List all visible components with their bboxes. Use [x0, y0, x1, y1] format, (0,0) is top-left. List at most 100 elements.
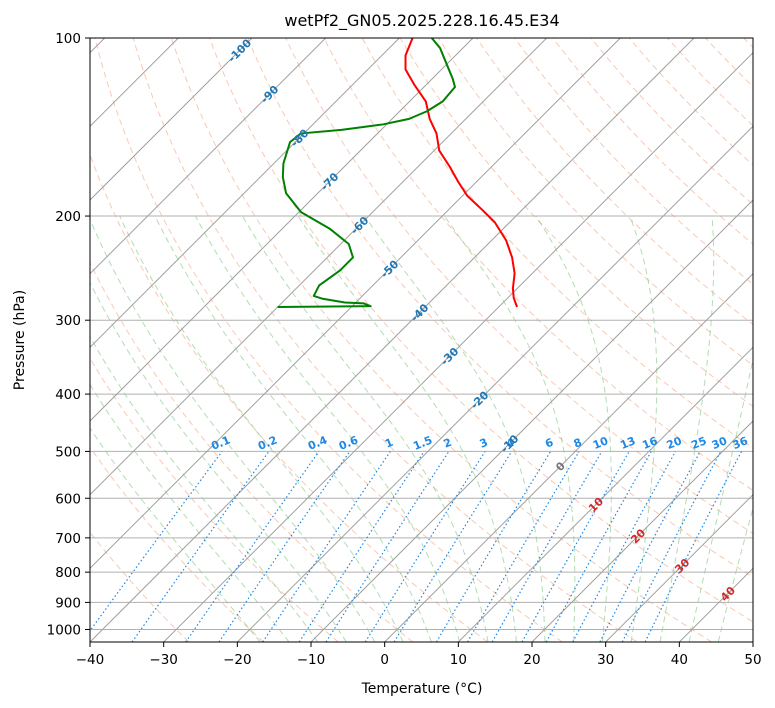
x-tick-label: 20	[523, 652, 540, 668]
moist-adiabat-line	[154, 215, 432, 642]
isotherm-line	[310, 199, 753, 642]
mixing-ratio-label: 0.1	[209, 433, 232, 452]
mixing-ratio-lines	[90, 451, 743, 642]
mixing-ratio-line	[621, 451, 722, 642]
moist-adiabat-line	[535, 215, 612, 642]
mixing-ratio-label: 6	[543, 436, 555, 451]
moist-adiabat-line	[90, 335, 319, 642]
isotherm-line	[90, 38, 548, 496]
isotherm-line	[531, 420, 753, 642]
dry-adiabat-line	[94, 38, 563, 642]
x-tick-label: −20	[223, 652, 252, 668]
x-tick-label: 0	[380, 652, 389, 668]
mixing-ratio-line	[218, 451, 351, 642]
moist-adiabat-line	[364, 215, 546, 642]
dewpoint-trace	[277, 38, 456, 309]
temperature-trace	[404, 38, 518, 308]
dry-adiabat-line	[209, 38, 753, 623]
mixing-ratio-label: 0.4	[306, 433, 329, 452]
mixing-ratio-line	[298, 451, 425, 642]
dry-adiabat-line	[90, 153, 488, 642]
dry-adiabat-line	[590, 38, 753, 206]
y-tick-label: 500	[55, 444, 81, 460]
mixing-ratio-label: 1.5	[411, 433, 434, 452]
y-tick-label: 700	[55, 531, 81, 547]
mixing-ratio-label: 36	[731, 434, 750, 452]
moist-adiabat-line	[90, 218, 376, 642]
y-tick-label: 800	[55, 565, 81, 581]
y-tick-label: 900	[55, 595, 81, 611]
mixing-ratio-line	[90, 451, 223, 632]
isobar-grid	[90, 38, 753, 630]
dry-adiabat-line	[667, 38, 753, 127]
y-tick-label: 600	[55, 491, 81, 507]
mixing-ratio-label: 25	[689, 434, 708, 452]
dry-adiabat-line	[323, 38, 753, 492]
x-tick-label: 50	[744, 652, 761, 668]
moist-adiabats	[90, 215, 753, 642]
mixing-ratio-label: 8	[572, 436, 584, 451]
plot-frame	[89, 37, 754, 643]
dry-adiabat-line	[90, 446, 264, 642]
dry-adiabat-line	[90, 357, 339, 642]
dry-adiabat-line	[628, 38, 753, 166]
dry-adiabat-line	[90, 261, 414, 642]
y-tick-label: 200	[55, 209, 81, 225]
isotherm-line	[90, 38, 695, 642]
moist-adiabat-line	[629, 215, 658, 642]
mixing-ratio-line	[131, 451, 270, 642]
moist-adiabat-line	[241, 215, 489, 642]
sounding-traces	[277, 38, 518, 309]
mixing-ratio-label: 30	[710, 434, 729, 452]
isotherm-line	[605, 493, 753, 642]
moist-adiabat-line	[90, 427, 261, 642]
isotherm-line	[457, 346, 753, 642]
x-axis-ticks: −40 −30 −20 −10 0 10 20 30 40 50	[76, 642, 762, 668]
y-tick-label: 300	[55, 313, 81, 329]
x-tick-label: 40	[671, 652, 688, 668]
mixing-ratio-line	[364, 451, 486, 642]
isotherm-line	[384, 272, 753, 642]
y-tick-label: 400	[55, 387, 81, 403]
dry-adiabat-line	[170, 38, 712, 642]
y-axis-label: Pressure (hPa)	[12, 290, 28, 390]
mixing-ratio-line	[545, 451, 652, 642]
dry-adiabat-line	[132, 38, 638, 642]
moist-adiabat-line	[688, 357, 753, 642]
mixing-ratio-line	[393, 451, 513, 642]
isotherm-line	[90, 38, 253, 201]
dry-adiabat-line	[399, 38, 753, 408]
isotherm-line	[90, 38, 400, 349]
x-tick-label: 10	[450, 652, 467, 668]
mixing-ratio-line	[262, 451, 391, 642]
isotherm-line	[90, 38, 621, 570]
dry-adiabat-line	[514, 38, 753, 285]
mixing-ratio-label: 0.2	[256, 433, 279, 452]
plot-area: 0.1 0.2 0.4 0.6 1 1.5 2 3 4 6 8 10 13 16 20 25 30 36-100-…	[90, 36, 753, 642]
moist-adiabat-line	[194, 215, 461, 642]
dry-adiabat-line	[247, 38, 753, 578]
mixing-ratio-line	[644, 451, 743, 642]
x-tick-label: −40	[76, 652, 105, 668]
mixing-ratio-label: 1	[383, 436, 395, 451]
isotherm-label: -80	[288, 126, 311, 149]
mixing-ratio-line	[599, 451, 701, 642]
moist-adiabat-line	[90, 281, 347, 642]
mixing-ratio-label: 3	[478, 436, 490, 451]
mixing-ratio-line	[185, 451, 320, 642]
moist-adiabat-line	[119, 215, 404, 642]
chart-title: wetPf2_GN05.2025.228.16.45.E34	[284, 11, 559, 31]
isotherm-line	[90, 38, 474, 422]
isotherm-line	[678, 567, 753, 642]
isotherms	[90, 38, 753, 642]
mixing-ratio-label: 0.6	[337, 433, 360, 452]
mixing-ratio-label: 16	[640, 434, 659, 452]
y-tick-label: 1000	[47, 622, 81, 638]
y-tick-label: 100	[55, 31, 81, 47]
y-axis-ticks: 100 200 300 400 500 600 700 800 900 1000	[47, 31, 90, 638]
x-tick-label: 30	[597, 652, 614, 668]
isotherm-label: -100	[225, 36, 254, 65]
dry-adiabat-line	[476, 38, 753, 326]
moist-adiabat-line	[297, 215, 517, 642]
